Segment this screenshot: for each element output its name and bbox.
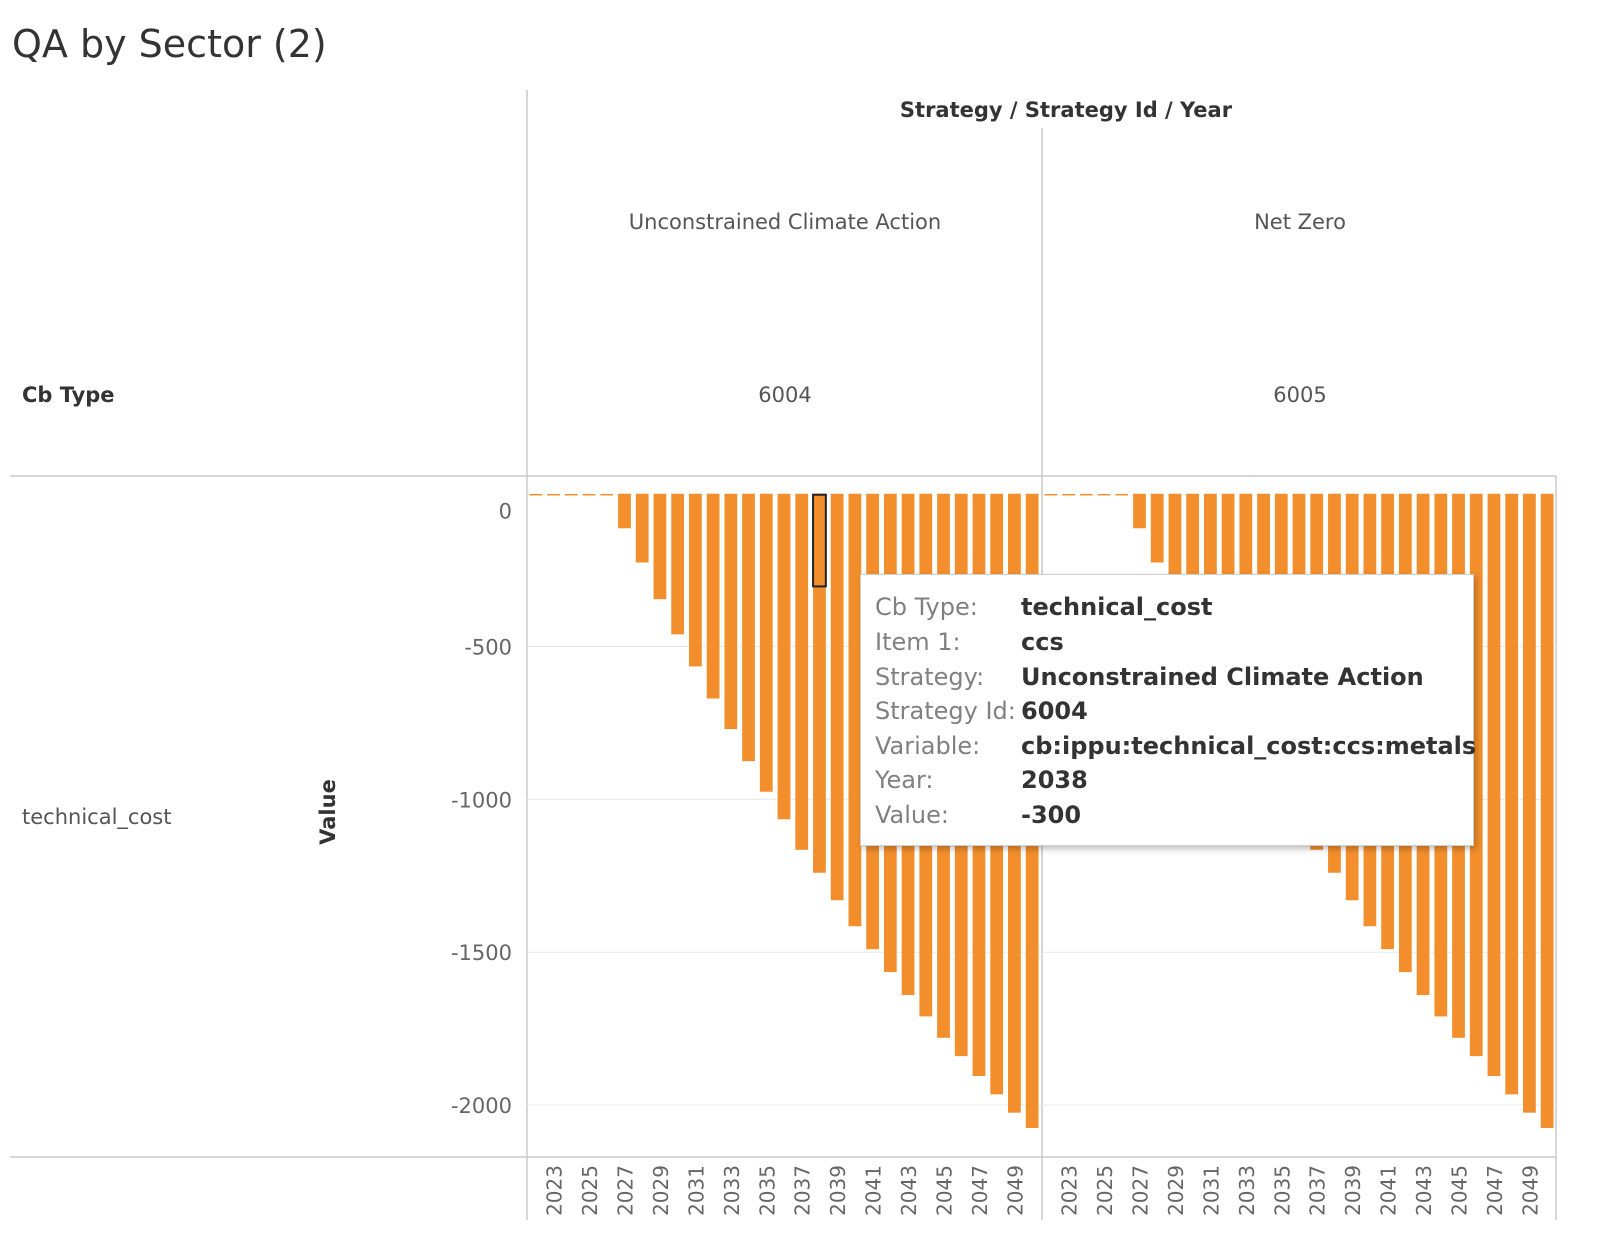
x-tick-label: 2031 xyxy=(684,1165,708,1216)
x-tick-label: 2033 xyxy=(720,1165,744,1216)
strategy-id-header-6005: 6005 xyxy=(1273,383,1327,407)
strategy-header-net-zero: Net Zero xyxy=(1254,210,1346,234)
x-tick-label: 2023 xyxy=(543,1165,567,1216)
bar[interactable] xyxy=(1540,493,1554,1128)
bar[interactable] xyxy=(653,493,667,600)
x-tick-label: 2039 xyxy=(826,1165,850,1216)
x-tick-label: 2049 xyxy=(1003,1165,1027,1216)
y-tick-label: -1000 xyxy=(451,788,512,812)
x-tick-label: 2029 xyxy=(1164,1165,1188,1216)
tooltip-row-year: Year: 2038 xyxy=(875,766,1088,794)
bar[interactable] xyxy=(1133,493,1146,529)
y-tick-label: -2000 xyxy=(451,1094,512,1118)
bar[interactable] xyxy=(777,493,791,820)
y-tick-label: -1500 xyxy=(451,941,512,965)
bar[interactable] xyxy=(688,493,702,667)
x-tick-label: 2049 xyxy=(1518,1165,1542,1216)
column-header: Strategy / Strategy Id / Year xyxy=(899,98,1233,122)
tooltip-row-strategy: Strategy: Unconstrained Climate Action xyxy=(875,663,1424,691)
x-tick-label: 2047 xyxy=(1483,1165,1507,1216)
bar[interactable] xyxy=(671,493,685,635)
x-tick-label: 2035 xyxy=(755,1165,779,1216)
bar[interactable] xyxy=(618,493,631,529)
x-tick-label: 2033 xyxy=(1235,1165,1259,1216)
bar[interactable] xyxy=(1168,493,1182,600)
bar[interactable] xyxy=(813,493,826,873)
x-tick-label: 2029 xyxy=(649,1165,673,1216)
bar-highlight[interactable] xyxy=(812,493,827,588)
bar[interactable] xyxy=(759,493,773,792)
bar[interactable] xyxy=(1523,493,1536,1113)
x-tick-label: 2045 xyxy=(1448,1165,1472,1216)
y-tick-label: 0 xyxy=(499,500,512,524)
bar[interactable] xyxy=(1150,493,1164,563)
bar[interactable] xyxy=(742,493,755,762)
strategy-id-header-6004: 6004 xyxy=(758,383,812,407)
row-label-technical-cost: technical_cost xyxy=(22,805,172,829)
x-tick-label: 2035 xyxy=(1270,1165,1294,1216)
tooltip-row-strategy-id: Strategy Id: 6004 xyxy=(875,697,1088,725)
x-tick-label: 2039 xyxy=(1341,1165,1365,1216)
bar[interactable] xyxy=(848,493,862,927)
x-tick-label: 2043 xyxy=(1412,1165,1436,1216)
x-tick-label: 2043 xyxy=(897,1165,921,1216)
page-title: QA by Sector (2) xyxy=(12,22,327,66)
tooltip-row-value: Value: -300 xyxy=(875,801,1082,829)
x-tick-label: 2037 xyxy=(791,1165,815,1216)
bar[interactable] xyxy=(706,493,720,699)
tooltip-row-cb-type: Cb Type: technical_cost xyxy=(875,593,1213,621)
y-tick-label: -500 xyxy=(464,636,512,660)
strategy-header-unconstrained: Unconstrained Climate Action xyxy=(628,210,942,234)
x-tick-label: 2047 xyxy=(968,1165,992,1216)
x-tick-label: 2041 xyxy=(862,1165,886,1216)
bar[interactable] xyxy=(724,493,738,730)
tooltip-row-item: Item 1: ccs xyxy=(875,628,1064,656)
x-tick-label: 2027 xyxy=(613,1165,637,1216)
bar[interactable] xyxy=(635,493,649,563)
bar[interactable] xyxy=(1505,493,1519,1095)
x-tick-label: 2025 xyxy=(578,1165,602,1216)
tooltip-row-variable: Variable: cb:ippu:technical_cost:ccs:meta… xyxy=(875,732,1477,760)
bar[interactable] xyxy=(830,493,844,901)
x-tick-label: 2045 xyxy=(933,1165,957,1216)
bar[interactable] xyxy=(795,493,809,850)
x-tick-label: 2023 xyxy=(1058,1165,1082,1216)
row-header: Cb Type xyxy=(22,383,115,407)
x-tick-label: 2031 xyxy=(1199,1165,1223,1216)
bar[interactable] xyxy=(1487,493,1501,1077)
x-tick-label: 2025 xyxy=(1093,1165,1117,1216)
x-tick-label: 2037 xyxy=(1306,1165,1330,1216)
x-tick-label: 2041 xyxy=(1377,1165,1401,1216)
x-tick-label: 2027 xyxy=(1128,1165,1152,1216)
tooltip: Cb Type: technical_cost Item 1: ccs Strate… xyxy=(860,574,1477,846)
